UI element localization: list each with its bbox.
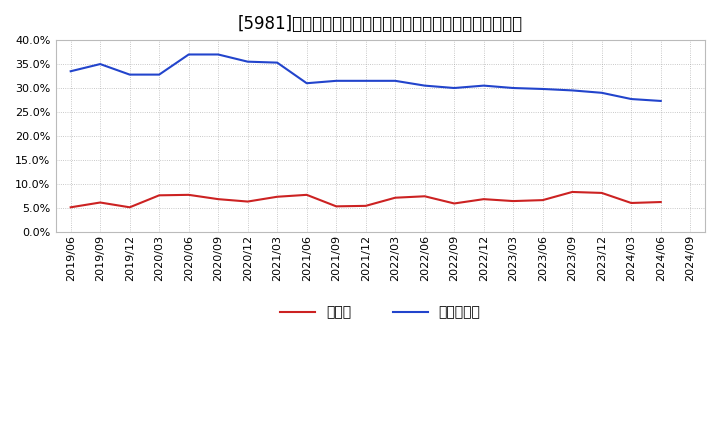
現預金 (66, 205, 75, 210)
有利子負債 (361, 78, 370, 84)
Legend: 現預金, 有利子負債: 現預金, 有利子負債 (275, 300, 486, 325)
現預金 (420, 194, 429, 199)
現預金 (125, 205, 134, 210)
Line: 有利子負債: 有利子負債 (71, 55, 661, 101)
現預金 (273, 194, 282, 199)
現預金 (214, 197, 222, 202)
有利子負債 (480, 83, 488, 88)
有利子負債 (450, 85, 459, 91)
現預金 (450, 201, 459, 206)
現預金 (361, 203, 370, 209)
有利子負債 (598, 90, 606, 95)
有利子負債 (420, 83, 429, 88)
有利子負債 (539, 86, 547, 92)
現預金 (568, 189, 577, 194)
現預金 (509, 198, 518, 204)
有利子負債 (391, 78, 400, 84)
有利子負債 (243, 59, 252, 64)
現預金 (302, 192, 311, 198)
現預金 (627, 200, 636, 205)
有利子負債 (302, 81, 311, 86)
現預金 (598, 190, 606, 195)
現預金 (96, 200, 104, 205)
現預金 (243, 199, 252, 204)
現預金 (332, 204, 341, 209)
有利子負債 (66, 69, 75, 74)
現預金 (657, 199, 665, 205)
Line: 現預金: 現預金 (71, 192, 661, 207)
有利子負債 (214, 52, 222, 57)
有利子負債 (627, 96, 636, 102)
有利子負債 (657, 98, 665, 103)
有利子負債 (509, 85, 518, 91)
有利子負債 (125, 72, 134, 77)
有利子負債 (568, 88, 577, 93)
現預金 (184, 192, 193, 198)
有利子負債 (155, 72, 163, 77)
現預金 (539, 198, 547, 203)
有利子負債 (332, 78, 341, 84)
現預金 (480, 197, 488, 202)
現預金 (391, 195, 400, 200)
有利子負債 (273, 60, 282, 65)
Title: [5981]　現預金、有利子負債の総資産に対する比率の推移: [5981] 現預金、有利子負債の総資産に対する比率の推移 (238, 15, 523, 33)
有利子負債 (96, 62, 104, 67)
現預金 (155, 193, 163, 198)
有利子負債 (184, 52, 193, 57)
